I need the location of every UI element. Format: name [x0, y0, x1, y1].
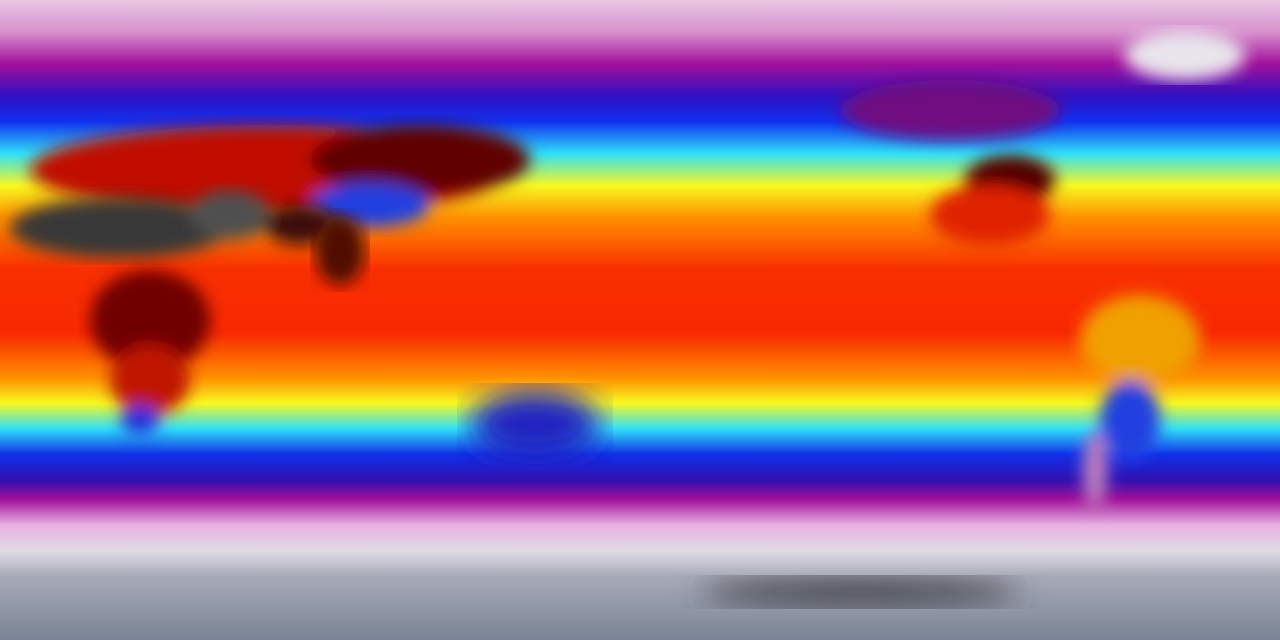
eurasia	[30, 125, 530, 227]
north-america	[840, 80, 1060, 245]
africa	[90, 270, 210, 435]
south-america	[1080, 295, 1200, 510]
india	[315, 215, 365, 285]
greenland	[1125, 30, 1245, 80]
australia	[470, 390, 600, 460]
antarctica	[700, 578, 1020, 606]
